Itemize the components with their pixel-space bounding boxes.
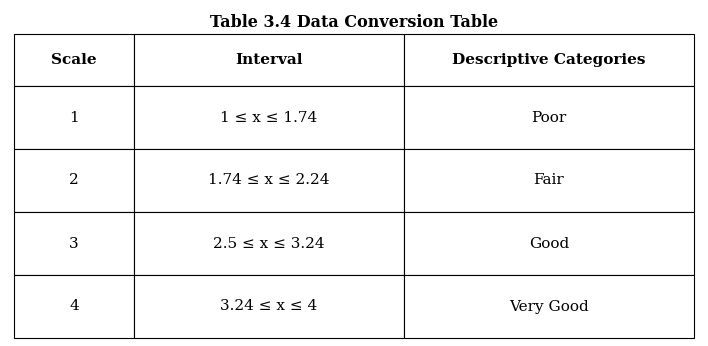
- Bar: [134, 149, 404, 212]
- Text: 2.5 ≤ x ≤ 3.24: 2.5 ≤ x ≤ 3.24: [213, 237, 325, 251]
- Bar: [134, 212, 404, 275]
- Bar: [404, 34, 694, 86]
- Bar: [404, 275, 694, 338]
- Text: 2: 2: [69, 173, 79, 188]
- Text: Descriptive Categories: Descriptive Categories: [452, 53, 646, 67]
- Bar: [404, 149, 694, 212]
- Bar: [14, 212, 134, 275]
- Text: Fair: Fair: [534, 173, 564, 188]
- Bar: [14, 149, 134, 212]
- Text: 1 ≤ x ≤ 1.74: 1 ≤ x ≤ 1.74: [220, 110, 318, 125]
- Text: Table 3.4 Data Conversion Table: Table 3.4 Data Conversion Table: [210, 14, 498, 31]
- Text: Poor: Poor: [532, 110, 566, 125]
- Bar: [14, 275, 134, 338]
- Text: 3.24 ≤ x ≤ 4: 3.24 ≤ x ≤ 4: [220, 300, 318, 313]
- Bar: [134, 275, 404, 338]
- Text: Scale: Scale: [51, 53, 97, 67]
- Bar: [134, 86, 404, 149]
- Text: 1: 1: [69, 110, 79, 125]
- Bar: [404, 212, 694, 275]
- Bar: [14, 34, 134, 86]
- Bar: [14, 86, 134, 149]
- Text: Very Good: Very Good: [509, 300, 589, 313]
- Text: 4: 4: [69, 300, 79, 313]
- Text: Good: Good: [529, 237, 569, 251]
- Bar: [404, 86, 694, 149]
- Bar: [134, 34, 404, 86]
- Text: 1.74 ≤ x ≤ 2.24: 1.74 ≤ x ≤ 2.24: [208, 173, 330, 188]
- Text: 3: 3: [69, 237, 79, 251]
- Text: Interval: Interval: [235, 53, 303, 67]
